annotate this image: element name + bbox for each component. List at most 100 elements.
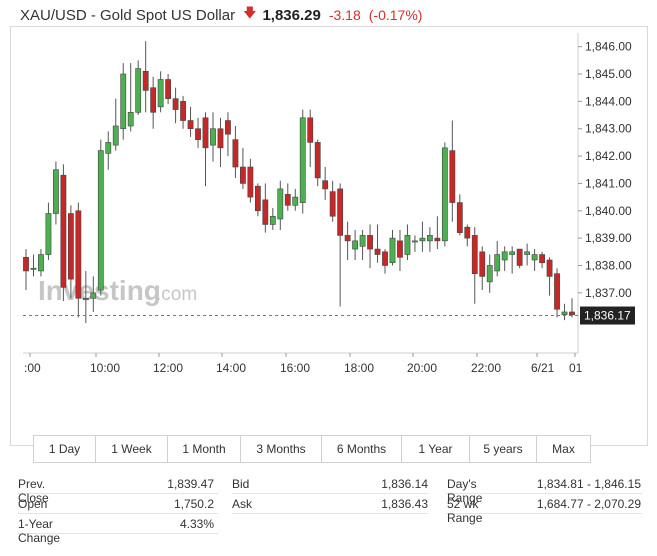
- candle-up: [412, 240, 418, 243]
- range-button-1-year[interactable]: 1 Year: [402, 436, 470, 462]
- candle-down: [225, 120, 231, 135]
- candle-down: [554, 273, 560, 310]
- y-tick-label: 1,838.00: [585, 258, 632, 272]
- days-range-value: 1,834.81 - 1,846.15: [536, 477, 641, 491]
- candle-up: [38, 254, 44, 272]
- x-tick-label: 18:00: [344, 361, 374, 375]
- candle-down: [449, 150, 456, 203]
- candlestick-chart[interactable]: 1,846.00 1,845.00 1,844.00 1,843.00 1,842.00…: [11, 27, 647, 407]
- candle-up: [157, 79, 164, 108]
- quote-header: XAU/USD - Gold Spot US Dollar 🡇 1,836.29…: [20, 5, 422, 25]
- candle-up: [90, 292, 97, 299]
- candle-down: [434, 237, 441, 242]
- price-change: -3.18: [328, 7, 361, 23]
- candle-up: [292, 196, 299, 206]
- ask-value: 1,836.43: [381, 497, 428, 511]
- year-change-label: 1-Year Change: [18, 517, 61, 545]
- candle-up: [120, 73, 127, 130]
- x-tick-label: 10:00: [90, 361, 120, 375]
- candle-down: [172, 98, 179, 110]
- bid-label: Bid: [232, 477, 250, 491]
- instrument-title: XAU/USD - Gold Spot US Dollar: [20, 6, 236, 24]
- candle-up: [524, 251, 531, 255]
- candle-down: [195, 128, 201, 140]
- candle-down: [67, 213, 74, 280]
- candle-down: [464, 226, 471, 239]
- candle-down: [344, 235, 351, 242]
- y-tick-label: 1,846.00: [585, 40, 632, 54]
- y-tick-label: 1,845.00: [585, 67, 632, 81]
- candle-down: [254, 185, 261, 212]
- candle-up: [210, 128, 216, 146]
- candle-up: [112, 125, 119, 146]
- candle-down: [539, 254, 545, 264]
- candle-up: [531, 254, 538, 261]
- candle-down: [232, 139, 239, 168]
- 52wk-range-value: 1,684.77 - 2,070.29: [536, 497, 641, 511]
- range-button-max[interactable]: Max: [537, 436, 590, 462]
- candle-up: [426, 235, 433, 242]
- candle-down: [397, 240, 403, 258]
- candle-down: [479, 251, 486, 277]
- last-price: 1,836.29: [262, 6, 321, 24]
- candle-down: [240, 166, 246, 184]
- price-change-percent: (-0.17%): [368, 7, 423, 23]
- x-tick-label: 16:00: [280, 361, 310, 375]
- candle-up: [105, 142, 112, 154]
- candle-down: [569, 311, 575, 316]
- candle-up: [509, 251, 516, 255]
- candle-down: [307, 117, 314, 143]
- candle-down: [262, 199, 269, 225]
- candle-up: [501, 251, 508, 261]
- candle-down: [367, 235, 373, 250]
- candle-up: [135, 68, 142, 113]
- candle-down: [314, 142, 321, 179]
- candle-up: [30, 267, 37, 270]
- x-tick-label: :00: [24, 361, 41, 375]
- candle-down: [142, 70, 149, 91]
- candle-down: [322, 180, 329, 190]
- chart-panel: 1,846.00 1,845.00 1,844.00 1,843.00 1,842.00…: [10, 26, 648, 463]
- open-value: 1,750.2: [173, 497, 214, 511]
- range-button-1-week[interactable]: 1 Week: [96, 436, 168, 462]
- candle-down: [456, 202, 463, 233]
- candle-down: [337, 188, 344, 236]
- y-tick-label: 1,840.00: [585, 204, 632, 218]
- candle-up: [53, 169, 59, 214]
- range-button-3-months[interactable]: 3 Months: [241, 436, 322, 462]
- candle-down: [180, 101, 186, 121]
- candle-down: [247, 166, 254, 198]
- y-tick-label: 1,841.00: [585, 176, 632, 190]
- range-button-1-month[interactable]: 1 Month: [168, 436, 241, 462]
- range-button-5-years[interactable]: 5 years: [470, 436, 537, 462]
- candle-up: [352, 240, 358, 250]
- range-button-6-months[interactable]: 6 Months: [322, 436, 402, 462]
- range-button-1-day[interactable]: 1 Day: [34, 436, 96, 462]
- bid-value: 1,836.14: [381, 477, 428, 491]
- time-range-selector: 1 Day 1 Week 1 Month 3 Months 6 Months 1…: [33, 435, 591, 463]
- y-tick-label: 1,839.00: [585, 231, 632, 245]
- open-label: Open: [18, 497, 48, 511]
- candle-up: [441, 147, 448, 242]
- x-tick-label: 20:00: [407, 361, 437, 375]
- days-range-label: Day's Range: [447, 477, 483, 505]
- candle-up: [486, 265, 493, 283]
- prev-close-label: Prev. Close: [18, 477, 49, 505]
- x-tick-label: 6/21: [531, 361, 555, 375]
- x-tick-label: 22:00: [471, 361, 501, 375]
- candle-up: [45, 213, 52, 255]
- candle-down: [165, 79, 172, 99]
- y-tick-label: 1,837.00: [585, 286, 632, 300]
- candle-up: [97, 150, 104, 291]
- y-tick-label: 1,844.00: [585, 94, 632, 108]
- candle-up: [419, 237, 426, 242]
- candle-down: [382, 251, 388, 266]
- current-price-badge: [580, 306, 635, 325]
- candle-up: [494, 254, 501, 272]
- candle-down: [217, 128, 224, 149]
- ask-label: Ask: [232, 497, 253, 511]
- candle-down: [284, 194, 291, 206]
- investing-watermark-domain: .com: [156, 284, 197, 305]
- candle-up: [389, 237, 396, 264]
- year-change-value: 4.33%: [179, 517, 214, 531]
